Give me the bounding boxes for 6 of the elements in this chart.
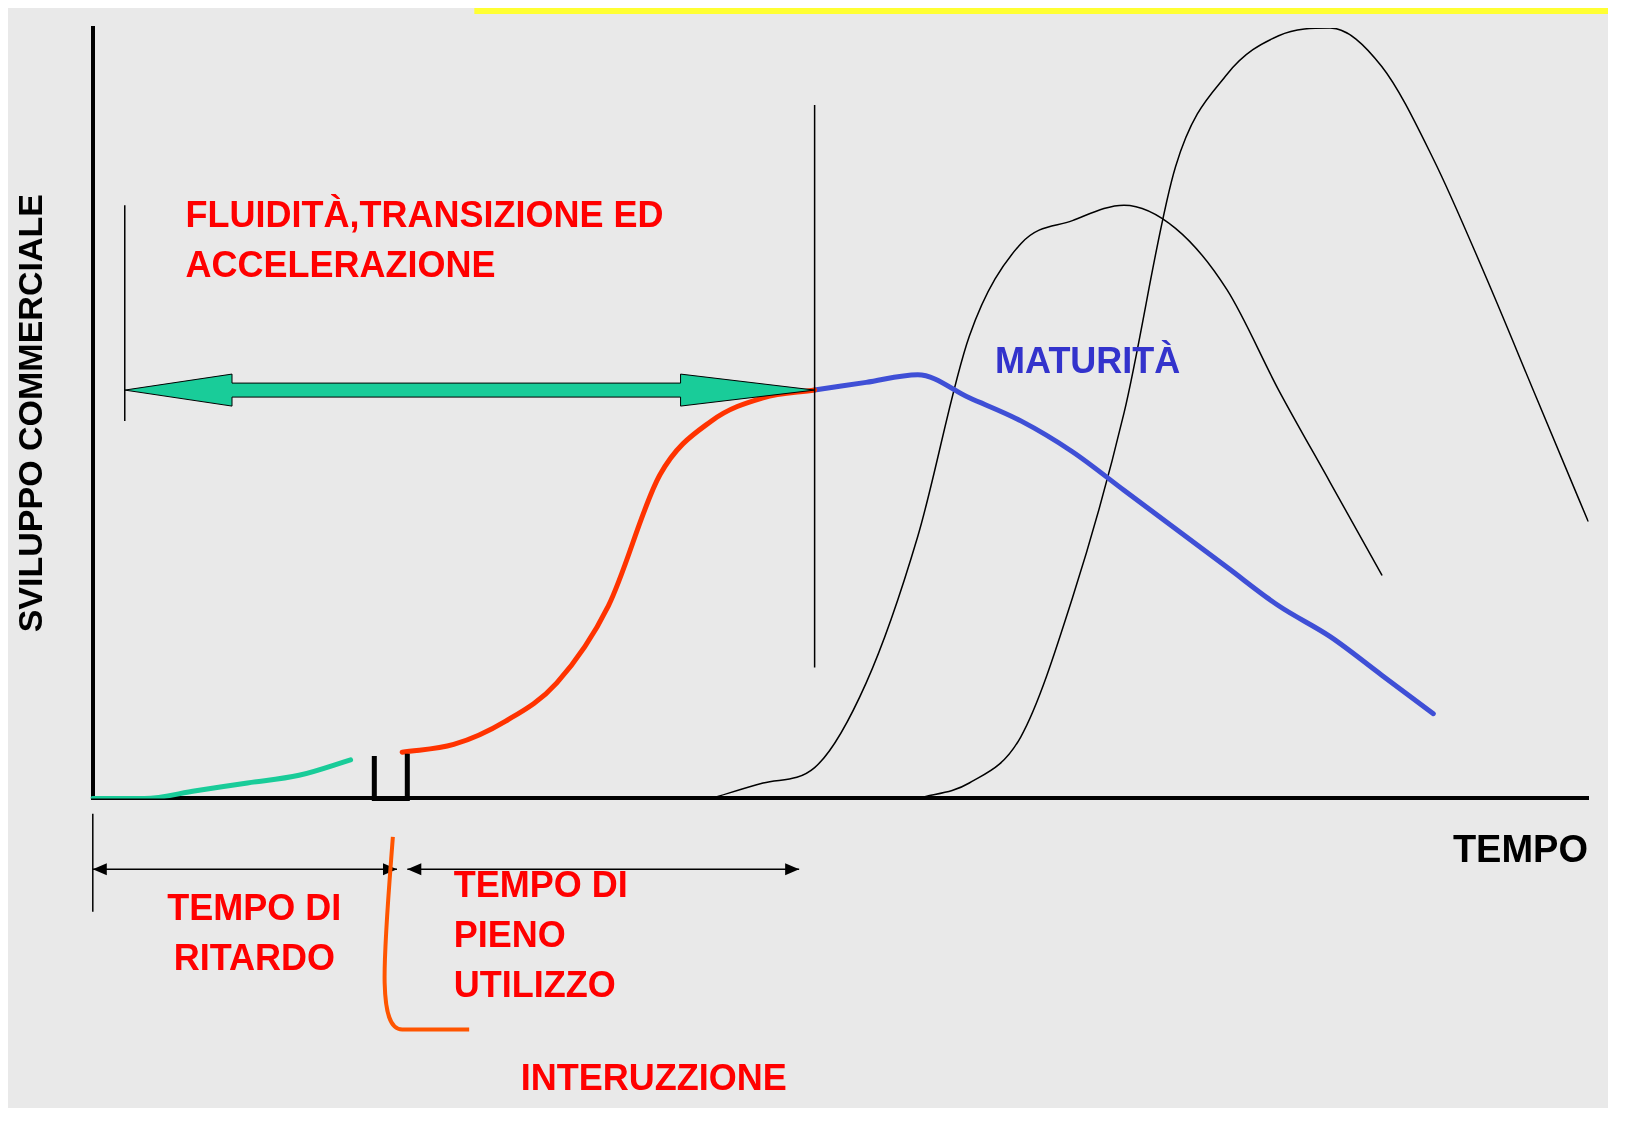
x-axis-title: TEMPO — [1452, 827, 1588, 870]
text: INTERUZZIONE — [520, 1055, 788, 1100]
text: TEMPO DI RITARDO — [166, 886, 343, 981]
y-axis-title: SVILUPPO COMMERCIALE — [10, 194, 49, 633]
annotation: FLUIDITÀ,TRANSIZIONE ED ACCELERAZIONE — [185, 192, 665, 287]
text: TEMPO DI PIENO UTILIZZO — [453, 863, 629, 1008]
